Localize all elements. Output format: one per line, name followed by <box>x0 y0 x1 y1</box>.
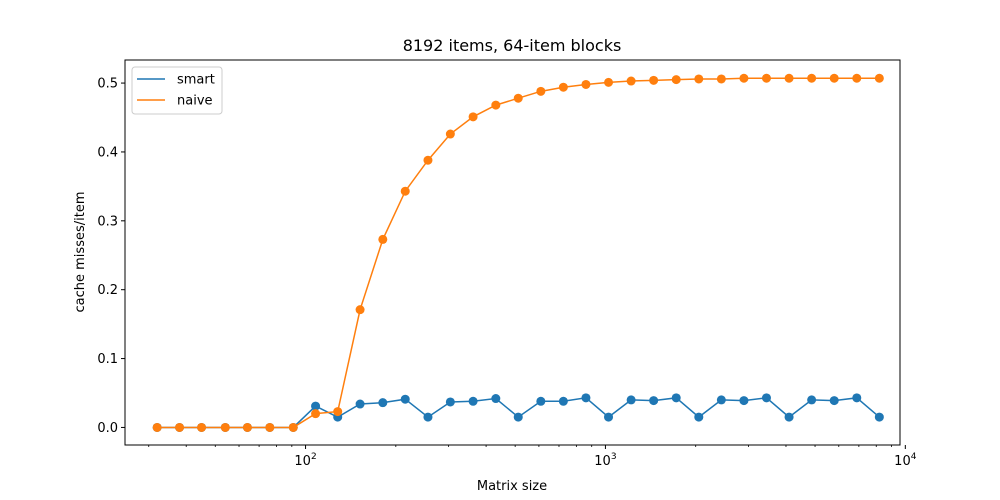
x-axis-label: Matrix size <box>477 479 547 494</box>
data-point-smart <box>626 395 636 405</box>
data-point-naive <box>355 305 365 315</box>
data-point-naive <box>152 422 162 432</box>
data-point-naive <box>716 74 726 84</box>
data-point-smart <box>761 393 771 403</box>
data-point-smart <box>513 412 523 422</box>
data-point-naive <box>581 79 591 89</box>
x-axis: 102 103 104 <box>148 445 917 469</box>
data-point-naive <box>874 73 884 83</box>
data-point-naive <box>536 86 546 96</box>
data-point-naive <box>739 73 749 83</box>
y-tick-label: 0.4 <box>97 145 118 160</box>
data-point-naive <box>626 76 636 86</box>
data-point-smart <box>378 398 388 408</box>
data-point-smart <box>874 412 884 422</box>
data-point-smart <box>829 396 839 406</box>
data-point-naive <box>220 422 230 432</box>
data-point-naive <box>671 75 681 85</box>
y-tick-label: 0.0 <box>97 421 118 436</box>
y-tick-label: 0.3 <box>97 214 118 229</box>
data-point-smart <box>355 399 365 409</box>
x-tick-label: 104 <box>894 452 917 469</box>
data-point-smart <box>807 395 817 405</box>
data-point-smart <box>581 393 591 403</box>
y-tick-label: 0.1 <box>97 352 118 367</box>
legend-label-naive: naive <box>177 94 213 109</box>
data-point-naive <box>445 129 455 139</box>
data-point-smart <box>852 393 862 403</box>
x-tick-label: 102 <box>294 452 316 469</box>
plot-frame <box>124 59 901 446</box>
x-tick-label: 103 <box>594 452 616 469</box>
data-point-naive <box>378 234 388 244</box>
data-point-naive <box>311 409 321 419</box>
data-point-naive <box>829 73 839 83</box>
data-point-naive <box>761 73 771 83</box>
data-point-smart <box>400 394 410 404</box>
data-point-naive <box>491 100 501 110</box>
data-point-naive <box>513 93 523 103</box>
data-point-naive <box>807 73 817 83</box>
data-point-naive <box>242 422 252 432</box>
data-point-naive <box>604 77 614 87</box>
y-tick-label: 0.2 <box>97 283 118 298</box>
data-point-smart <box>445 397 455 407</box>
chart-title: 8192 items, 64-item blocks <box>403 36 622 55</box>
data-point-naive <box>694 74 704 84</box>
data-point-smart <box>671 393 681 403</box>
series-layer <box>152 73 884 432</box>
y-tick-label: 0.5 <box>97 77 118 92</box>
data-point-smart <box>468 396 478 406</box>
data-point-smart <box>423 412 433 422</box>
data-point-naive <box>852 73 862 83</box>
data-point-smart <box>311 401 321 411</box>
data-point-naive <box>288 422 298 432</box>
y-axis-label: cache misses/item <box>73 192 88 313</box>
legend: smart naive <box>131 66 223 115</box>
data-point-naive <box>175 422 185 432</box>
data-point-naive <box>784 73 794 83</box>
data-point-naive <box>265 422 275 432</box>
data-point-smart <box>649 396 659 406</box>
data-point-smart <box>739 396 749 406</box>
data-point-naive <box>468 112 478 122</box>
data-point-smart <box>536 396 546 406</box>
data-point-smart <box>604 412 614 422</box>
data-point-smart <box>716 395 726 405</box>
data-point-smart <box>694 412 704 422</box>
data-point-naive <box>649 75 659 85</box>
data-point-smart <box>491 394 501 404</box>
data-point-naive <box>197 422 207 432</box>
data-point-smart <box>784 412 794 422</box>
data-point-naive <box>423 155 433 165</box>
legend-label-smart: smart <box>177 73 215 88</box>
data-point-smart <box>558 396 568 406</box>
data-point-naive <box>400 186 410 196</box>
data-point-naive <box>558 82 568 92</box>
data-point-naive <box>333 407 343 417</box>
y-axis: 0.0 0.1 0.2 0.3 0.4 0.5 <box>97 77 125 436</box>
